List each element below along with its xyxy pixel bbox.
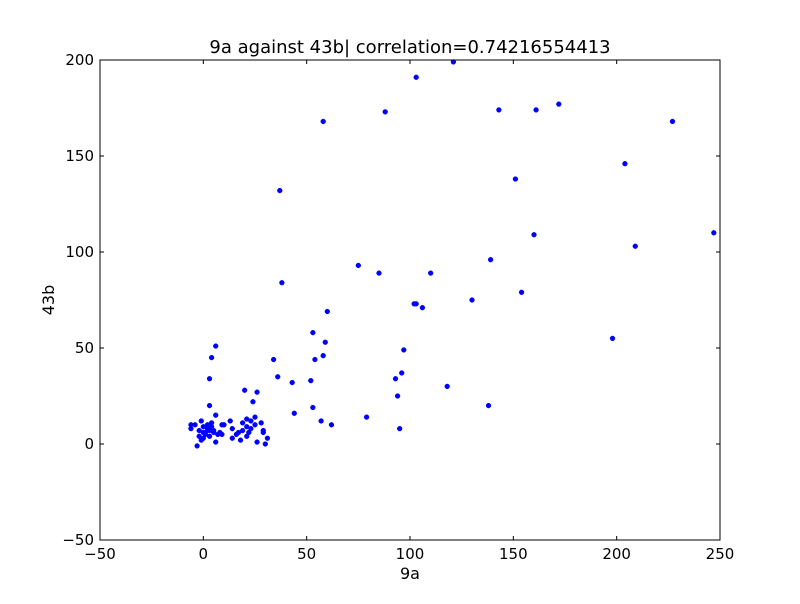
y-tick-label: 0 bbox=[84, 435, 94, 453]
data-point bbox=[533, 107, 539, 113]
data-point bbox=[310, 329, 316, 336]
plot-area bbox=[100, 60, 720, 540]
data-point bbox=[512, 176, 519, 182]
data-point bbox=[328, 422, 335, 428]
data-point bbox=[289, 379, 295, 386]
data-point bbox=[254, 439, 260, 445]
data-point bbox=[669, 118, 676, 125]
data-point bbox=[194, 443, 200, 449]
data-point bbox=[252, 414, 258, 420]
data-point bbox=[258, 420, 264, 426]
data-point bbox=[221, 422, 227, 428]
data-point bbox=[632, 243, 638, 249]
data-point bbox=[229, 425, 235, 432]
x-tick-label: 200 bbox=[602, 545, 631, 563]
x-tick-label: 50 bbox=[297, 545, 316, 563]
data-point bbox=[711, 230, 717, 236]
x-tick-label: 250 bbox=[706, 545, 735, 563]
data-point bbox=[250, 399, 256, 405]
data-point bbox=[518, 289, 525, 295]
y-axis-label: 43b bbox=[39, 285, 58, 316]
data-point bbox=[363, 414, 370, 420]
data-point bbox=[382, 109, 388, 115]
data-point bbox=[394, 393, 401, 399]
x-tick-label: −50 bbox=[84, 545, 116, 563]
data-point bbox=[229, 435, 235, 441]
data-point bbox=[206, 402, 213, 409]
data-point bbox=[242, 387, 248, 393]
data-point bbox=[213, 343, 219, 349]
data-point bbox=[237, 437, 244, 443]
x-tick-label: 0 bbox=[199, 545, 209, 563]
data-point bbox=[469, 297, 475, 303]
data-point bbox=[239, 427, 246, 434]
data-point bbox=[275, 374, 281, 380]
x-tick-label: 150 bbox=[499, 545, 528, 563]
data-point bbox=[487, 257, 494, 263]
data-point bbox=[413, 74, 419, 80]
data-point bbox=[312, 356, 318, 363]
data-point bbox=[392, 376, 399, 382]
data-point bbox=[213, 412, 219, 418]
data-point bbox=[206, 433, 213, 439]
data-point bbox=[376, 270, 382, 276]
axis-ticks: −50 0 50 100 150 200 250 −50 0 50 100 150 200 bbox=[62, 51, 734, 563]
data-point bbox=[252, 422, 258, 428]
data-point bbox=[239, 420, 246, 426]
y-tick-label: −50 bbox=[62, 531, 94, 549]
y-tick-label: 50 bbox=[75, 339, 94, 357]
data-point bbox=[206, 376, 213, 382]
data-point bbox=[198, 418, 204, 424]
data-point bbox=[485, 402, 492, 409]
data-point bbox=[260, 429, 266, 436]
data-point bbox=[308, 377, 314, 384]
data-point bbox=[444, 383, 450, 390]
data-point bbox=[262, 441, 268, 447]
data-point bbox=[413, 301, 419, 307]
data-point bbox=[556, 101, 562, 107]
data-point bbox=[310, 404, 316, 411]
data-point bbox=[291, 410, 297, 416]
data-point bbox=[208, 354, 215, 361]
y-tick-label: 150 bbox=[65, 147, 94, 165]
data-point bbox=[324, 308, 330, 315]
data-point bbox=[320, 118, 326, 125]
data-point bbox=[355, 262, 361, 269]
data-point bbox=[496, 107, 502, 113]
data-point bbox=[399, 370, 405, 376]
data-point bbox=[622, 161, 628, 167]
data-point bbox=[320, 353, 326, 359]
data-point bbox=[264, 435, 271, 441]
x-tick-label: 100 bbox=[396, 545, 425, 563]
data-point bbox=[428, 270, 434, 276]
data-points bbox=[188, 59, 717, 449]
data-point bbox=[419, 305, 426, 311]
data-point bbox=[397, 425, 403, 432]
x-axis-label: 9a bbox=[400, 564, 420, 583]
data-point bbox=[248, 418, 254, 424]
data-point bbox=[609, 335, 616, 342]
data-point bbox=[531, 232, 537, 238]
data-point bbox=[277, 187, 283, 194]
data-point bbox=[248, 425, 254, 432]
chart-title: 9a against 43b| correlation=0.7421655441… bbox=[209, 37, 610, 58]
data-point bbox=[213, 439, 219, 445]
data-point bbox=[227, 418, 233, 424]
plot-frame bbox=[99, 59, 721, 541]
data-point bbox=[401, 347, 407, 353]
data-point bbox=[192, 422, 198, 428]
y-tick-label: 200 bbox=[65, 51, 94, 69]
data-point bbox=[254, 389, 260, 395]
data-point bbox=[270, 356, 277, 363]
y-tick-label: 100 bbox=[65, 243, 94, 261]
data-point bbox=[219, 431, 225, 438]
data-point bbox=[322, 339, 328, 345]
data-point bbox=[318, 418, 324, 424]
data-point bbox=[279, 280, 285, 286]
